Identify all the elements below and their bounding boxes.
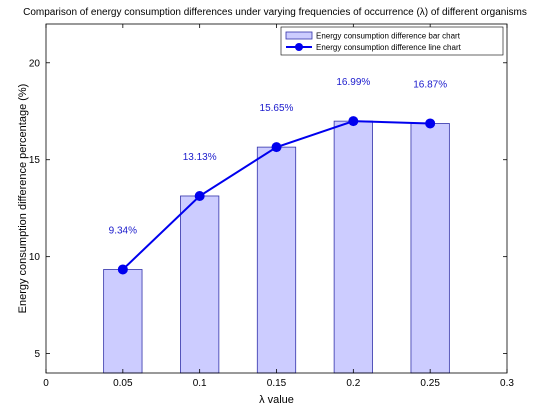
data-label: 9.34%	[109, 225, 137, 236]
x-tick-label: 0.3	[500, 378, 514, 389]
line-series	[117, 116, 436, 275]
legend: Energy consumption difference bar chart …	[280, 26, 504, 56]
legend-box	[280, 26, 504, 56]
x-tick-label: 0.05	[113, 378, 133, 389]
x-tick-label: 0.25	[420, 378, 440, 389]
bar	[180, 195, 220, 374]
bar	[256, 146, 297, 374]
data-label: 15.65%	[260, 103, 294, 114]
line-point	[348, 116, 359, 127]
x-tick-label: 0.15	[267, 378, 287, 389]
y-tick-label: 5	[34, 349, 40, 360]
bar	[103, 269, 143, 374]
y-tick-label: 15	[29, 155, 41, 166]
y-axis-label: Energy consumption difference percentage…	[17, 84, 29, 314]
x-tick-label: 0.1	[193, 378, 207, 389]
y-tick-label: 20	[29, 58, 41, 69]
data-label: 16.99%	[336, 77, 370, 88]
data-labels: 9.34% 13.13% 15.65% 16.99% 16.87%	[109, 77, 448, 236]
x-axis: 0 0.05 0.1 0.15 0.2 0.25 0.3	[43, 24, 514, 389]
data-label: 16.87%	[413, 79, 447, 90]
data-label: 13.13%	[183, 152, 217, 163]
x-axis-label: λ value	[259, 394, 294, 406]
line-point	[194, 190, 205, 201]
y-tick-label: 10	[29, 252, 41, 263]
legend-line-marker	[295, 43, 303, 51]
line-point	[117, 264, 128, 275]
line-point	[425, 118, 436, 129]
legend-bar-label: Energy consumption difference bar chart	[316, 32, 461, 41]
legend-bar-swatch	[285, 31, 313, 40]
x-tick-label: 0	[43, 378, 49, 389]
line-point	[271, 142, 282, 153]
x-tick-label: 0.2	[346, 378, 360, 389]
bar	[410, 123, 450, 374]
y-axis: 5 10 15 20	[29, 58, 507, 360]
bar	[333, 120, 373, 374]
legend-line-label: Energy consumption difference line chart	[316, 43, 462, 52]
chart-title: Comparison of energy consumption differe…	[23, 7, 527, 18]
